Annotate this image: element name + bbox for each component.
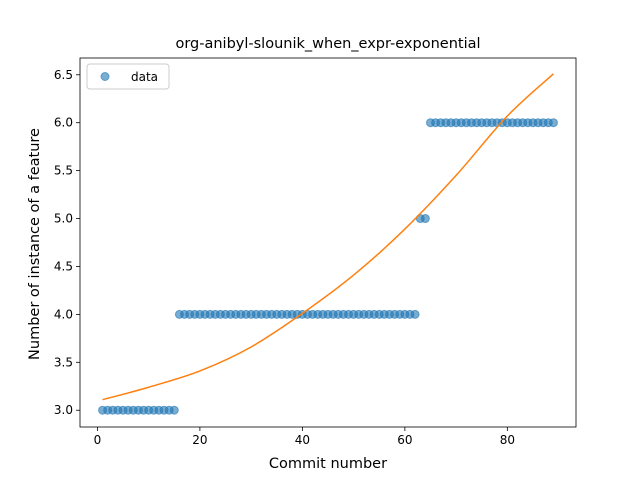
fit-curve [102, 73, 554, 401]
legend: data [86, 63, 170, 90]
data-point [548, 118, 558, 128]
y-tick-label: 5.0 [54, 212, 73, 226]
legend-marker [100, 72, 110, 81]
legend-box [86, 63, 170, 90]
x-tick-label: 20 [192, 433, 207, 447]
y-tick-label: 3.0 [54, 403, 73, 417]
y-tick-label: 5.5 [54, 164, 73, 178]
legend-label: data [131, 70, 158, 84]
x-tick-label: 80 [500, 433, 515, 447]
chart-title: org-anibyl-slounik_when_expr-exponential [175, 36, 480, 52]
x-tick-label: 60 [397, 433, 412, 447]
x-tick-label: 0 [94, 433, 102, 447]
y-tick-label: 4.0 [54, 307, 73, 321]
y-tick-label: 4.5 [54, 259, 73, 273]
data-point [420, 214, 430, 224]
y-tick-label: 6.5 [54, 68, 73, 82]
axes: 0 20 40 60 80 3.0 3.5 4.0 4.5 5.0 5.5 6.0 6.5 [54, 57, 577, 447]
data-point [169, 405, 179, 415]
y-tick-label: 6.0 [54, 116, 73, 130]
x-tick-label: 40 [295, 433, 310, 447]
axes-frame [79, 57, 577, 428]
plot-area [98, 73, 558, 415]
x-axis-label: Commit number [269, 456, 387, 472]
y-axis-label: Number of instance of a feature [27, 128, 43, 360]
data-point [410, 309, 420, 319]
y-tick-label: 3.5 [54, 355, 73, 369]
